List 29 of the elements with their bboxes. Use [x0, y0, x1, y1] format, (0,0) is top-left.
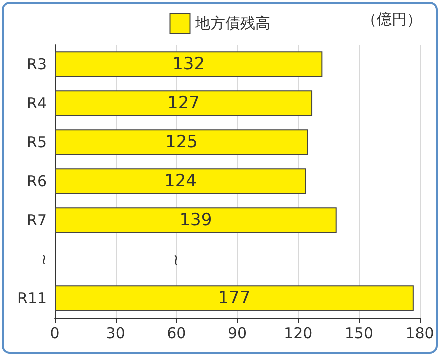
y-tick-label: R3: [27, 56, 47, 74]
data-label: 177: [218, 288, 251, 308]
legend-label: 地方債残高: [194, 14, 270, 32]
x-axis-title: （億円）: [362, 10, 422, 28]
x-tick-label: 90: [228, 324, 248, 342]
bar: [55, 90, 313, 116]
data-label: 124: [164, 172, 197, 192]
bar: [55, 208, 337, 234]
x-tick-label: 120: [284, 324, 313, 342]
annotation: ≀: [173, 251, 179, 269]
bar: [55, 286, 414, 312]
y-tick-label: R6: [27, 172, 47, 190]
data-label: 127: [168, 94, 200, 114]
y-tick-label: R5: [27, 134, 47, 152]
x-tick-label: 0: [50, 324, 60, 342]
data-label: 132: [172, 54, 206, 74]
x-tick-label: 150: [344, 324, 374, 342]
bar: [55, 130, 308, 156]
y-tick-label: ≀: [41, 250, 47, 268]
x-tick-label: 60: [167, 324, 186, 342]
x-tick-label: 30: [106, 324, 126, 342]
bar: [55, 52, 323, 78]
y-tick-label: R7: [27, 212, 47, 230]
data-label: 139: [180, 210, 212, 230]
y-tick-label: R11: [17, 290, 47, 308]
x-tick-label: 180: [406, 324, 434, 342]
bar: [55, 168, 306, 194]
y-tick-label: R4: [27, 94, 47, 112]
data-label: 125: [166, 132, 198, 152]
